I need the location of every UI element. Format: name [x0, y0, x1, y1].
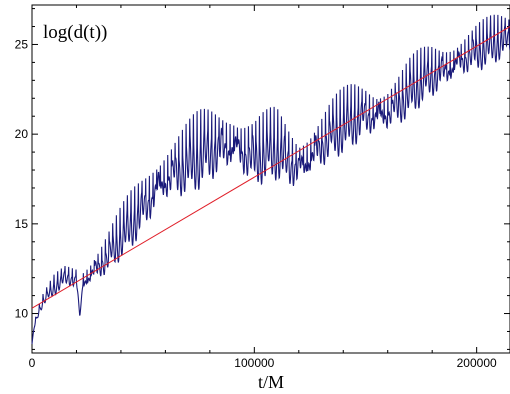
series-line-2	[31, 26, 510, 309]
x-tick-label: 100000	[234, 356, 274, 370]
series-group	[31, 14, 510, 345]
y-tick-label: 20	[15, 127, 29, 141]
y-tick-label: 10	[15, 307, 29, 321]
x-axis-ticks: 0 100000 200000	[29, 5, 497, 370]
series-line-1	[31, 14, 510, 345]
y-axis-ticks: 10 15 20 25	[15, 8, 510, 350]
plot-frame	[31, 4, 510, 354]
x-axis-title: t/M	[258, 372, 284, 392]
y-tick-label: 15	[15, 217, 29, 231]
x-tick-label: 200000	[457, 356, 497, 370]
x-tick-label: 0	[29, 356, 36, 370]
y-tick-label: 25	[15, 37, 29, 51]
in-plot-annotation: log(d(t))	[43, 22, 107, 43]
